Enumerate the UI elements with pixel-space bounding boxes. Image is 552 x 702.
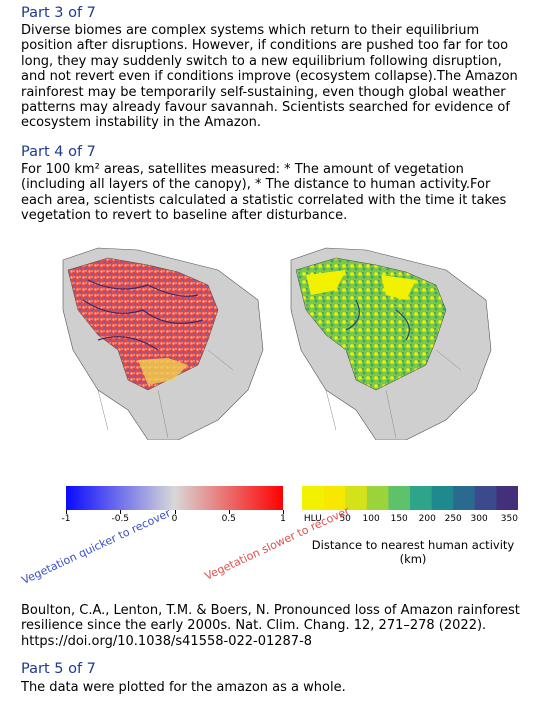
label-slower-recovery: Vegetation slower to recover	[202, 504, 352, 583]
resilience-tick-mark	[66, 510, 67, 514]
distance-tick-label: 100	[362, 514, 380, 524]
part5-heading: Part 5 of 7	[21, 661, 96, 677]
distance-tick-label: 200	[418, 514, 436, 524]
label-quicker-recovery: Vegetation quicker to recover	[19, 506, 173, 588]
distance-colorbar-segment	[366, 486, 389, 510]
part4-heading: Part 4 of 7	[21, 144, 96, 160]
part3-heading: Part 3 of 7	[21, 5, 96, 21]
distance-colorbar-segment	[410, 486, 433, 510]
distance-tick-label: 250	[444, 514, 462, 524]
resilience-map	[58, 240, 270, 440]
distance-tick-label: 150	[390, 514, 408, 524]
distance-colorbar-segment	[431, 486, 454, 510]
resilience-tick-mark	[174, 510, 176, 514]
resilience-tick-mark	[120, 510, 122, 514]
distance-colorbar-segment	[496, 486, 519, 510]
part4-body: For 100 km² areas, satellites measured: …	[21, 162, 507, 224]
distance-colorbar-segment	[345, 486, 368, 510]
resilience-tick-mark	[228, 510, 230, 514]
human-distance-map	[286, 240, 498, 440]
distance-colorbar-segment	[388, 486, 411, 510]
distance-colorbar-segment	[323, 486, 346, 510]
citation: Boulton, C.A., Lenton, T.M. & Boers, N. …	[21, 603, 520, 649]
distance-tick-label: 50	[339, 514, 351, 524]
resilience-tick-label: -0.5	[111, 514, 130, 524]
resilience-tick-label: -1	[61, 514, 71, 524]
distance-tick-label: 300	[470, 514, 488, 524]
distance-colorbar-segment	[302, 486, 325, 510]
distance-colorbar-svg	[302, 486, 519, 510]
distance-axis-label: Distance to nearest human activity (km)	[311, 538, 515, 566]
resilience-colorbar	[66, 486, 283, 510]
distance-tick-label: HLU	[303, 514, 322, 524]
part5-body: The data were plotted for the amazon as …	[21, 680, 346, 695]
part3-body: Diverse biomes are complex systems which…	[21, 23, 518, 131]
distance-colorbar	[302, 486, 519, 510]
resilience-tick-label: 0.5	[221, 514, 236, 524]
resilience-map-svg	[58, 240, 270, 440]
resilience-tick-mark	[283, 510, 284, 514]
resilience-tick-label: 1	[280, 514, 286, 524]
distance-colorbar-segment	[453, 486, 476, 510]
distance-tick-label: 350	[500, 514, 518, 524]
resilience-colorbar-svg	[66, 486, 283, 510]
resilience-tick-label: 0	[171, 514, 178, 524]
distance-colorbar-segment	[474, 486, 497, 510]
human-distance-map-svg	[286, 240, 498, 440]
